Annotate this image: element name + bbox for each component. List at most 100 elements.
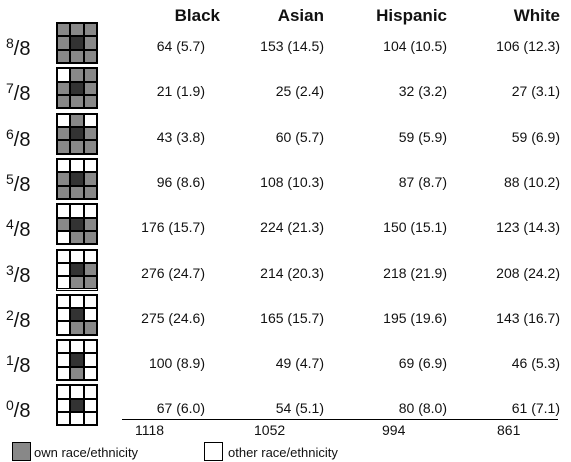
row-label-denominator: 8: [19, 173, 31, 196]
cell-hispanic-1-of-8: 69 (6.9): [398, 355, 447, 372]
grid-center-cell: [70, 398, 84, 413]
row-label-denominator: 8: [19, 400, 31, 423]
legend-label-own: own race/ethnicity: [34, 445, 139, 460]
cell-white-5-of-8: 88 (10.2): [503, 173, 560, 190]
grid-other-cell: [83, 385, 97, 399]
grid-other-cell: [57, 398, 71, 413]
neighborhood-grid-icon: [56, 203, 98, 246]
row-label-numerator: 6: [6, 125, 14, 142]
grid-own-cell: [83, 68, 97, 82]
grid-own-cell: [70, 185, 84, 199]
grid-other-cell: [83, 398, 97, 413]
row-label-denominator: 8: [19, 38, 31, 60]
grid-own-cell: [57, 94, 71, 109]
grid-own-cell: [83, 81, 97, 95]
cell-white-0-of-8: 61 (7.1): [511, 400, 560, 417]
grid-other-cell: [57, 230, 71, 245]
grid-own-cell: [57, 49, 71, 63]
row-label-numerator: 7: [6, 80, 14, 97]
grid-other-cell: [57, 366, 71, 381]
grid-other-cell: [70, 204, 84, 218]
legend-label-other: other race/ethnicity: [228, 445, 338, 460]
grid-own-cell: [83, 23, 97, 37]
grid-own-cell: [83, 185, 97, 199]
cell-hispanic-7-of-8: 32 (3.2): [398, 83, 447, 100]
row-label-denominator: 8: [19, 83, 31, 106]
grid-own-cell: [57, 185, 71, 199]
column-header-white: White: [513, 6, 560, 25]
row-label-denominator: 8: [19, 128, 31, 151]
neighborhood-grid-icon: [56, 67, 98, 110]
grid-own-cell: [70, 113, 84, 127]
cell-black-4-of-8: 176 (15.7): [141, 219, 205, 236]
grid-center-cell: [70, 217, 84, 231]
grid-other-cell: [57, 385, 71, 399]
column-header-hispanic: Hispanic: [376, 6, 447, 25]
grid-other-cell: [57, 68, 71, 82]
legend-swatch-other: [204, 442, 223, 461]
row-label-denominator: 8: [19, 309, 31, 332]
grid-other-cell: [83, 340, 97, 354]
cell-asian-4-of-8: 224 (21.3): [260, 219, 324, 236]
cell-white-7-of-8: 27 (3.1): [511, 83, 560, 100]
cell-asian-1-of-8: 49 (4.7): [275, 355, 324, 372]
cell-asian-0-of-8: 54 (5.1): [275, 400, 324, 417]
grid-own-cell: [70, 230, 84, 245]
grid-own-cell: [57, 172, 71, 186]
grid-own-cell: [70, 276, 84, 290]
cell-black-2-of-8: 275 (24.6): [141, 309, 205, 326]
row-label-7-of-8: 7/8: [6, 80, 31, 106]
cell-asian-2-of-8: 165 (15.7): [260, 309, 324, 326]
grid-other-cell: [57, 113, 71, 127]
row-label-denominator: 8: [19, 264, 31, 287]
grid-other-cell: [83, 158, 97, 173]
row-label-6-of-8: 6/8: [6, 125, 31, 151]
grid-other-cell: [57, 340, 71, 354]
grid-center-cell: [70, 36, 84, 50]
neighborhood-grid-icon: [56, 339, 98, 382]
grid-own-cell: [57, 81, 71, 95]
row-label-1-of-8: 1/8: [6, 352, 31, 378]
row-label-numerator: 4: [6, 216, 14, 233]
row-label-5-of-8: 5/8: [6, 170, 31, 196]
grid-own-cell: [83, 262, 97, 277]
cell-asian-7-of-8: 25 (2.4): [275, 83, 324, 100]
grid-other-cell: [70, 412, 84, 426]
totals-divider: [122, 419, 558, 420]
cell-asian-6-of-8: 60 (5.7): [275, 128, 324, 145]
grid-own-cell: [57, 126, 71, 141]
total-asian: 1052: [254, 422, 286, 438]
cell-hispanic-8-of-8: 104 (10.5): [383, 38, 447, 54]
grid-own-cell: [83, 126, 97, 141]
cell-black-5-of-8: 96 (8.6): [156, 173, 205, 190]
grid-own-cell: [83, 49, 97, 63]
grid-center-cell: [70, 308, 84, 322]
grid-own-cell: [83, 321, 97, 335]
row-label-denominator: 8: [19, 219, 31, 242]
grid-own-cell: [83, 172, 97, 186]
cell-white-4-of-8: 123 (14.3): [496, 219, 560, 236]
grid-other-cell: [83, 366, 97, 381]
grid-other-cell: [57, 158, 71, 173]
grid-own-cell: [83, 217, 97, 231]
grid-center-cell: [70, 172, 84, 186]
grid-center-cell: [70, 81, 84, 95]
row-label-numerator: 2: [6, 306, 14, 323]
grid-own-cell: [83, 36, 97, 50]
grid-other-cell: [57, 321, 71, 335]
cell-white-2-of-8: 143 (16.7): [496, 309, 560, 326]
cell-white-3-of-8: 208 (24.2): [496, 264, 560, 281]
grid-own-cell: [70, 321, 84, 335]
legend-swatch-own: [12, 442, 31, 461]
cell-black-7-of-8: 21 (1.9): [156, 83, 205, 100]
grid-other-cell: [70, 294, 84, 309]
neighborhood-grid-icon: [56, 112, 98, 155]
grid-own-cell: [70, 140, 84, 154]
total-hispanic: 994: [382, 422, 406, 438]
total-white: 861: [497, 422, 521, 438]
cell-asian-5-of-8: 108 (10.3): [260, 173, 324, 190]
row-label-numerator: 3: [6, 261, 14, 278]
column-header-black: Black: [174, 6, 220, 25]
grid-other-cell: [70, 249, 84, 263]
total-black: 1118: [135, 422, 165, 438]
